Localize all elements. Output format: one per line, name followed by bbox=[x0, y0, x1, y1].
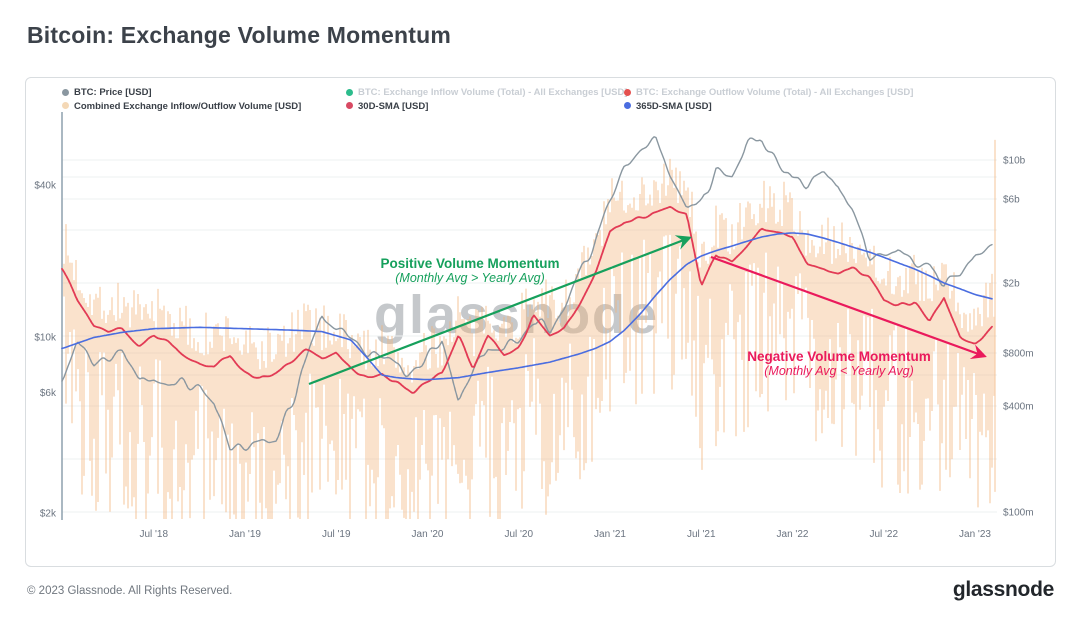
legend-label: BTC: Price [USD] bbox=[74, 87, 152, 98]
x-axis-tick: Jul '18 bbox=[139, 529, 168, 540]
x-axis-tick: Jan '23 bbox=[959, 529, 991, 540]
negative-momentum-annotation: Negative Volume Momentum (Monthly Avg < … bbox=[700, 349, 978, 378]
positive-momentum-title: Positive Volume Momentum bbox=[380, 256, 560, 271]
combined-volume-bars bbox=[63, 139, 996, 519]
legend-label: BTC: Exchange Inflow Volume (Total) - Al… bbox=[358, 87, 628, 98]
right-axis-tick: $6b bbox=[1003, 195, 1020, 206]
positive-momentum-arrow bbox=[308, 235, 692, 386]
page-title: Bitcoin: Exchange Volume Momentum bbox=[27, 22, 452, 48]
left-axis-tick: $6k bbox=[40, 388, 57, 399]
legend-label: 30D-SMA [USD] bbox=[358, 100, 429, 112]
right-axis-tick: $2b bbox=[1003, 279, 1020, 290]
negative-momentum-title: Negative Volume Momentum bbox=[747, 349, 931, 364]
series-line-1 bbox=[61, 205, 993, 394]
right-axis-tick: $400m bbox=[1003, 402, 1034, 413]
legend-item-4[interactable]: 30D-SMA [USD] bbox=[346, 100, 428, 113]
legend-dot bbox=[624, 88, 631, 96]
right-axis-tick: $800m bbox=[1003, 349, 1034, 360]
legend-item-2[interactable]: BTC: Exchange Outflow Volume (Total) - A… bbox=[624, 86, 913, 99]
positive-momentum-annotation: Positive Volume Momentum (Monthly Avg > … bbox=[330, 256, 610, 285]
legend-label: 365D-SMA [USD] bbox=[636, 100, 712, 112]
x-axis-tick: Jan '22 bbox=[777, 529, 809, 540]
legend-dot bbox=[346, 88, 353, 96]
right-axis-tick: $100m bbox=[1003, 507, 1034, 518]
left-axis-tick: $2k bbox=[40, 508, 57, 519]
x-axis-tick: Jan '21 bbox=[594, 529, 626, 540]
legend-dot bbox=[624, 102, 631, 109]
legend-dot bbox=[62, 88, 69, 96]
left-axis-tick: $10k bbox=[34, 332, 57, 343]
legend-item-0[interactable]: BTC: Price [USD] bbox=[62, 86, 152, 99]
legend-label: Combined Exchange Inflow/Outflow Volume … bbox=[74, 100, 302, 112]
series-line-2 bbox=[61, 232, 993, 381]
right-axis-tick: $10b bbox=[1003, 155, 1026, 166]
legend-dot bbox=[62, 102, 69, 109]
copyright-text: © 2023 Glassnode. All Rights Reserved. bbox=[27, 585, 233, 597]
glassnode-logo: glassnode bbox=[952, 578, 1054, 601]
x-axis-tick: Jul '21 bbox=[687, 529, 716, 540]
x-axis-tick: Jul '20 bbox=[504, 529, 533, 540]
legend-item-5[interactable]: 365D-SMA [USD] bbox=[624, 100, 712, 113]
x-axis-tick: Jul '19 bbox=[322, 529, 351, 540]
legend-label: BTC: Exchange Outflow Volume (Total) - A… bbox=[636, 87, 914, 98]
negative-momentum-subtitle: (Monthly Avg < Yearly Avg) bbox=[764, 364, 914, 378]
x-axis-tick: Jan '20 bbox=[412, 529, 444, 540]
legend-item-1[interactable]: BTC: Exchange Inflow Volume (Total) - Al… bbox=[346, 86, 628, 99]
legend-item-3[interactable]: Combined Exchange Inflow/Outflow Volume … bbox=[62, 100, 301, 113]
x-axis-tick: Jan '19 bbox=[229, 529, 261, 540]
negative-momentum-arrow bbox=[710, 255, 987, 360]
legend-dot bbox=[346, 102, 353, 109]
positive-momentum-subtitle: (Monthly Avg > Yearly Avg) bbox=[395, 271, 545, 285]
left-axis-tick: $40k bbox=[34, 181, 57, 192]
x-axis-tick: Jul '22 bbox=[869, 529, 898, 540]
